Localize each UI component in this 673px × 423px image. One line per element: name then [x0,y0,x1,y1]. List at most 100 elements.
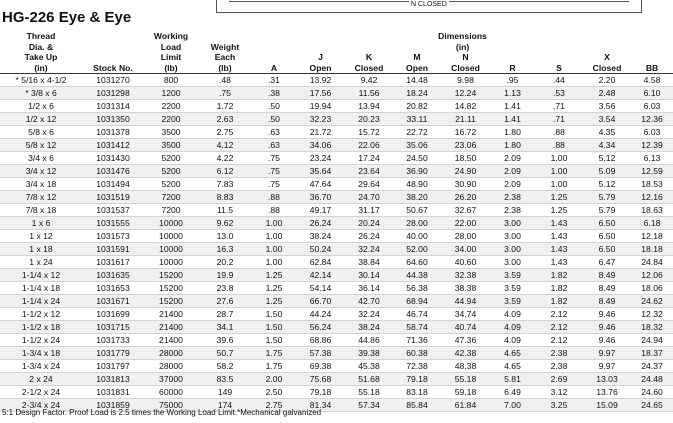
table-cell: 1-3/4 x 18 [0,346,82,360]
table-cell: 4.58 [631,73,673,87]
table-row: 1-1/4 x 12 1031635 15200 19.9 1.25 42.14 30.14… [0,268,673,282]
table-cell: 1.00 [252,242,296,256]
table-row: 2 x 24 1031813 37000 83.5 2.00 75.68 51.68 79.1… [0,372,673,386]
table-cell: 1031519 [82,190,144,204]
table-cell: 34.74 [441,307,490,321]
table-cell: 7/8 x 12 [0,190,82,204]
table-cell: 64.60 [393,255,441,269]
table-cell: 5200 [144,151,198,165]
table-cell: 5200 [144,177,198,191]
table-cell: 40.00 [393,229,441,243]
table-cell: 1031555 [82,216,144,230]
table-cell: 9.46 [583,307,631,321]
table-cell: 1/2 x 6 [0,99,82,113]
table-row: 1-3/4 x 18 1031779 28000 50.7 1.75 57.38 39.38… [0,346,673,360]
table-cell: 12.06 [631,268,673,282]
table-cell: .75 [198,86,252,100]
table-cell: 1.82 [535,294,583,308]
table-cell: 58.2 [198,359,252,373]
table-cell: 24.37 [631,359,673,373]
header-line: X [604,52,610,62]
header-line: BB [645,62,659,73]
table-cell: 9.97 [583,359,631,373]
table-row: * 5/16 x 4-1/2 1031270 800.48.31 13.92 9.42 1… [0,73,673,87]
table-cell: 2.12 [535,333,583,347]
table-cell: 32.24 [345,242,393,256]
table-cell: 149 [198,385,252,399]
table-cell: 1.41 [490,112,535,126]
table-cell: 22.00 [441,216,490,230]
table-row: 5/8 x 12 1031412 3500 4.12.63 34.06 22.06 35.0… [0,138,673,152]
table-cell: 36.90 [393,164,441,178]
column-header: N Closed [441,52,490,74]
table-cell: 12.59 [631,164,673,178]
table-cell: 4.12 [198,138,252,152]
table-cell: .75 [252,177,296,191]
table-cell: 1031412 [82,138,144,152]
table-cell: 1.43 [535,255,583,269]
table-cell: 10000 [144,216,198,230]
table-cell: 75000 [144,398,198,412]
table-cell: 2.38 [490,203,535,217]
header-line: (in) [34,62,48,73]
table-cell: 19.94 [296,99,345,113]
table-cell: 5/8 x 6 [0,125,82,139]
column-header: BB [631,52,673,74]
table-cell: 5/8 x 12 [0,138,82,152]
table-row: 3/4 x 18 1031494 5200 7.83.75 47.64 29.64 48.9… [0,177,673,191]
table-cell: 46.74 [393,307,441,321]
column-header: X Closed [583,52,631,74]
table-cell: 28.00 [441,229,490,243]
table-cell: 5.12 [583,151,631,165]
table-cell: 54.14 [296,281,345,295]
table-row: 3/4 x 6 1031430 5200 4.22.75 23.24 17.24 24.50… [0,151,673,165]
table-cell: 29.64 [345,177,393,191]
table-cell: 42.70 [345,294,393,308]
table-cell: 3/4 x 12 [0,164,82,178]
table-cell: 7200 [144,203,198,217]
table-cell: 57.38 [296,346,345,360]
table-cell: 31.17 [345,203,393,217]
table-cell: 3/4 x 18 [0,177,82,191]
table-cell: 57.34 [345,398,393,412]
table-cell: 26.24 [296,216,345,230]
table-row: 1/2 x 12 1031350 2200 2.63.50 32.23 20.23 33.1… [0,112,673,126]
table-cell: 42.38 [441,346,490,360]
table-cell: 55.18 [441,372,490,386]
table-cell: 1-1/2 x 12 [0,307,82,321]
table-cell: 3.56 [583,99,631,113]
table-cell: 4.34 [583,138,631,152]
table-cell: 174 [198,398,252,412]
table-cell: 1031653 [82,281,144,295]
table-cell: .88 [535,138,583,152]
table-cell: 19.9 [198,268,252,282]
table-cell: 36.14 [345,281,393,295]
table-cell: 79.18 [296,385,345,399]
table-cell: 21400 [144,307,198,321]
table-cell: 1-3/4 x 24 [0,359,82,373]
table-cell: 62.84 [296,255,345,269]
table-cell: 6.50 [583,242,631,256]
table-cell: 15.72 [345,125,393,139]
table-cell: 18.32 [631,320,673,334]
table-cell: 1031314 [82,99,144,113]
table-cell: 1.25 [252,281,296,295]
table-cell: 17.24 [345,151,393,165]
table-cell: 1.43 [535,242,583,256]
column-header: S [535,52,583,74]
table-cell: 52.00 [393,242,441,256]
table-cell: 20.23 [345,112,393,126]
table-cell: 3/4 x 6 [0,151,82,165]
table-cell: 1-1/4 x 12 [0,268,82,282]
table-cell: 15.09 [583,398,631,412]
table-cell: 50.7 [198,346,252,360]
table-cell: 5.79 [583,190,631,204]
table-cell: 4.22 [198,151,252,165]
table-cell: 14.48 [393,73,441,87]
table-cell: 2.38 [535,346,583,360]
table-cell: 6.10 [631,86,673,100]
table-cell: 72.38 [393,359,441,373]
table-cell: 13.76 [583,385,631,399]
table-cell: 11.5 [198,203,252,217]
table-cell: 20.24 [345,216,393,230]
